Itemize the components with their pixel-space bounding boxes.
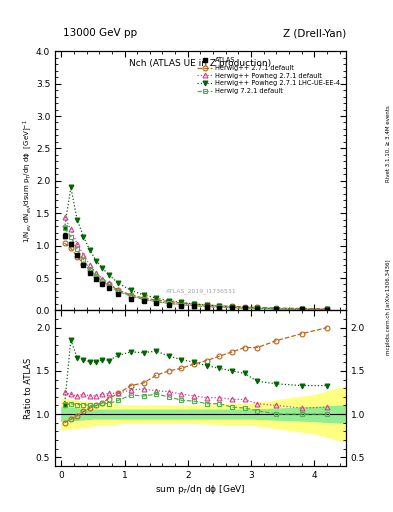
Legend: ATLAS, Herwig++ 2.7.1 default, Herwig++ Powheg 2.7.1 default, Herwig++ Powheg 2.: ATLAS, Herwig++ 2.7.1 default, Herwig++ … (195, 55, 343, 97)
Text: Nch (ATLAS UE in Z production): Nch (ATLAS UE in Z production) (129, 59, 272, 68)
Text: Rivet 3.1.10, ≥ 3.4M events: Rivet 3.1.10, ≥ 3.4M events (386, 105, 391, 182)
Y-axis label: 1/N$_{ev}$ dN$_{ev}$/dsum p$_T$/dη dϕ  [GeV]$^{-1}$: 1/N$_{ev}$ dN$_{ev}$/dsum p$_T$/dη dϕ [G… (22, 119, 35, 243)
Y-axis label: Ratio to ATLAS: Ratio to ATLAS (24, 357, 33, 419)
X-axis label: sum p$_T$/dη dϕ [GeV]: sum p$_T$/dη dϕ [GeV] (155, 482, 246, 496)
Text: 13000 GeV pp: 13000 GeV pp (63, 28, 137, 38)
Text: ATLAS_2019_I1736531: ATLAS_2019_I1736531 (165, 288, 236, 294)
Text: mcplots.cern.ch [arXiv:1306.3436]: mcplots.cern.ch [arXiv:1306.3436] (386, 260, 391, 355)
Text: Z (Drell-Yan): Z (Drell-Yan) (283, 28, 346, 38)
